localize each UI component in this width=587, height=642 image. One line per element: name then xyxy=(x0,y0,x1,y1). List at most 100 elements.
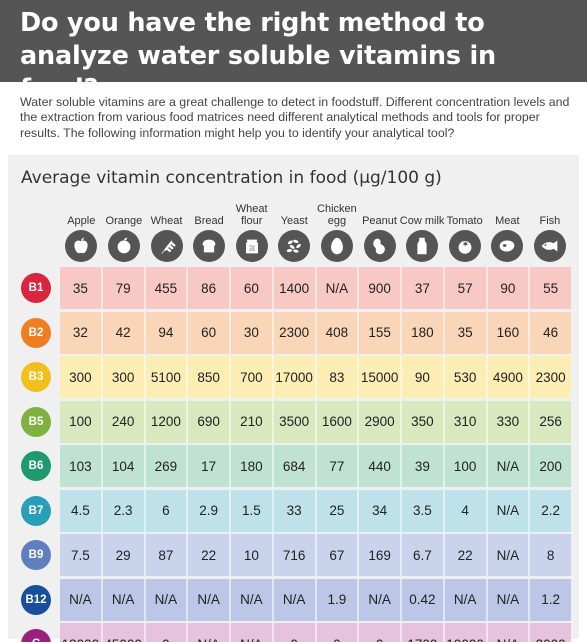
table-cell: 2300 xyxy=(535,369,566,385)
column-header-chicken-egg: Chicken egg xyxy=(317,203,357,227)
table-cell: 17 xyxy=(188,445,231,487)
table-cell: 35 xyxy=(60,267,103,309)
table-cell: 6 xyxy=(146,489,189,532)
table-cell: 310 xyxy=(445,400,488,443)
table-cell: 103 xyxy=(60,445,103,487)
table-cell: 10 xyxy=(231,534,274,576)
table-cell: 0 xyxy=(359,623,402,642)
table-cell: N/A xyxy=(274,578,317,621)
orange-icon xyxy=(107,230,140,262)
table-cell: N/A xyxy=(188,623,231,642)
table-cell: N/A xyxy=(488,578,531,621)
table-cell: 67 xyxy=(317,534,360,576)
table-cell: 7.5 xyxy=(60,534,103,576)
column-header-orange: Orange xyxy=(105,215,143,227)
table-cell: 2900 xyxy=(359,400,402,443)
table-cell: 716 xyxy=(274,534,317,576)
table-cell: N/A xyxy=(488,623,531,642)
table-cell: 300 xyxy=(60,356,103,398)
table-cell: 455 xyxy=(146,267,189,309)
table-cell: 2.9 xyxy=(188,489,231,532)
table-cell: 1600 xyxy=(317,400,360,443)
milk-bottle-icon xyxy=(406,230,439,262)
table-cell: 4900 xyxy=(488,356,531,398)
vitamin-badge-b5: B5 xyxy=(21,406,51,437)
table-cell: 0 xyxy=(317,623,360,642)
table-cell: 0.42 xyxy=(402,578,445,621)
table-row: 7.5 29 87 22 10 716 67 169 6.7 22 N/A 8 xyxy=(60,534,571,576)
vitamin-badge-b9: B9 xyxy=(21,540,51,570)
table-row: N/A N/A N/A N/A N/A N/A 1.9 N/A 0.42 N/A N/A 1.2 xyxy=(60,578,571,621)
table-cell: N/A xyxy=(488,489,531,532)
table-cell: 37 xyxy=(402,267,445,309)
table-cell: 86 xyxy=(188,267,231,309)
table-cell: 300 xyxy=(103,356,146,398)
table-cell: 60 xyxy=(188,311,231,354)
table-cell: 408 xyxy=(317,311,360,354)
table-cell: 12000 xyxy=(60,623,103,642)
page-title: Do you have the right method to analyze … xyxy=(20,8,496,104)
table-cell: 17000 xyxy=(274,356,317,398)
table-cell: 87 xyxy=(146,534,189,576)
table-cell: 3500 xyxy=(274,400,317,443)
vitamin-badge-b6: B6 xyxy=(21,451,51,481)
column-header-tomato: Tomato xyxy=(446,215,483,227)
svg-text:Typ: Typ xyxy=(249,244,254,248)
table-row: 35 79 455 86 60 1400 N/A 900 37 57 90 55 xyxy=(60,267,571,309)
table-cell: N/A xyxy=(146,578,189,621)
table-cell: 29 xyxy=(103,534,146,576)
table-cell: 180 xyxy=(231,445,274,487)
table-cell: 15000 xyxy=(359,356,402,398)
table-cell: 160 xyxy=(488,311,531,354)
egg-icon xyxy=(320,230,353,262)
table-cell: 256 xyxy=(539,414,562,429)
table-cell: N/A xyxy=(231,578,274,621)
table-cell: 77 xyxy=(317,445,360,487)
table-cell: 210 xyxy=(231,400,274,443)
table-cell: N/A xyxy=(317,267,360,309)
table-cell: 4.5 xyxy=(60,489,103,532)
column-header-cow-milk: Cow milk xyxy=(399,215,445,227)
table-cell: 25 xyxy=(317,489,360,532)
table-cell: 1400 xyxy=(274,267,317,309)
table-cell: 2.2 xyxy=(541,503,561,518)
table-cell: 850 xyxy=(188,356,231,398)
vitamin-badge-b7: B7 xyxy=(21,495,51,526)
table-cell: N/A xyxy=(188,578,231,621)
vitamin-badge-c: C xyxy=(21,629,51,642)
table-cell: 169 xyxy=(359,534,402,576)
table-cell: 2300 xyxy=(274,311,317,354)
column-header-peanut: Peanut xyxy=(362,215,397,227)
table-cell: 269 xyxy=(146,445,189,487)
table-cell: 4 xyxy=(445,489,488,532)
yeast-icon xyxy=(278,230,311,262)
column-header-wheat-flour: Wheat flour xyxy=(235,203,268,227)
table-cell: 45000 xyxy=(103,623,146,642)
table-cell: 200 xyxy=(539,458,562,474)
svg-text:405: 405 xyxy=(249,248,255,252)
table-cell: 155 xyxy=(359,311,402,354)
wheat-icon xyxy=(150,230,183,262)
table-cell: N/A xyxy=(359,578,402,621)
vitamin-badge-b3: B3 xyxy=(21,362,51,392)
table-cell: 33 xyxy=(274,489,317,532)
table-cell: 90 xyxy=(488,267,531,309)
table-cell: 440 xyxy=(359,445,402,487)
table-cell: 1.9 xyxy=(317,578,360,621)
table-cell: 0 xyxy=(274,623,317,642)
table-cell: 90 xyxy=(402,356,445,398)
table-row: 300 300 5100 850 700 17000 83 15000 90 530 4900 230… xyxy=(60,356,571,398)
table-cell: 100 xyxy=(60,400,103,443)
table-cell: 42 xyxy=(103,311,146,354)
table-row: 32 42 94 60 30 2300 408 155 180 35 160 46 xyxy=(60,311,571,354)
table-cell: 900 xyxy=(359,267,402,309)
table-row: 103 104 269 17 180 684 77 440 39 100 N/A 200 xyxy=(60,445,571,487)
table-cell: 19000 xyxy=(445,623,488,642)
table-cell: 94 xyxy=(146,311,189,354)
table-cell: 2.3 xyxy=(103,489,146,532)
column-header-apple: Apple xyxy=(67,215,96,227)
intro-text: Water soluble vitamins are a great chall… xyxy=(20,95,570,140)
table-title: Average vitamin concentration in food (µ… xyxy=(21,168,442,188)
table-cell: 30 xyxy=(231,311,274,354)
table-cell: 34 xyxy=(359,489,402,532)
